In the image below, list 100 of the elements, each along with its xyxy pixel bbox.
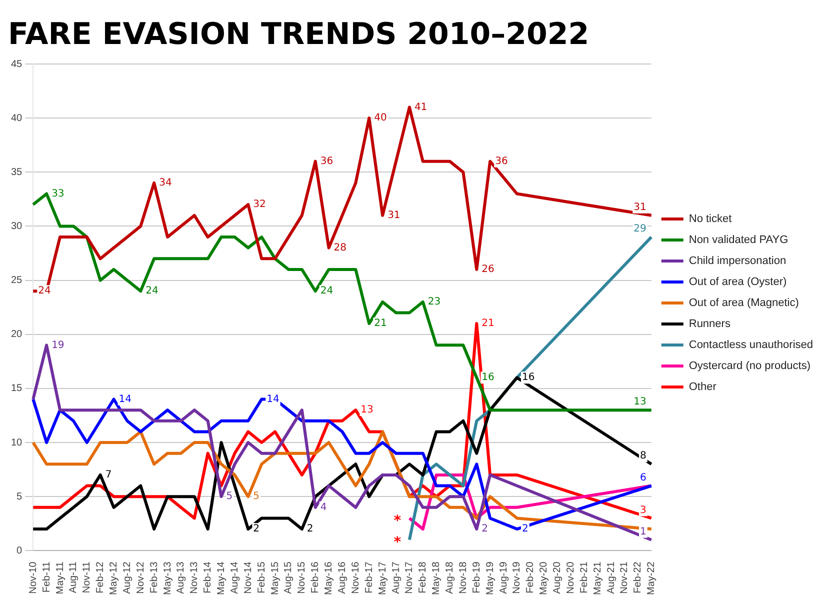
x-tick-label: Feb-12 <box>95 561 106 594</box>
x-tick-label: May-13 <box>162 561 174 596</box>
x-tick-label: Aug-15 <box>283 561 294 594</box>
legend-label: No ticket <box>688 213 732 226</box>
x-tick-label: Aug-18 <box>444 561 456 594</box>
data-label: 24 <box>320 286 334 297</box>
x-tick-label: Feb-22 <box>632 561 644 594</box>
data-label: 34 <box>159 178 172 189</box>
data-label: 23 <box>428 296 441 308</box>
x-tick-label: Aug-21 <box>606 561 617 594</box>
x-tick-label: May-21 <box>592 561 604 596</box>
x-tick-label: Nov-13 <box>189 561 200 594</box>
legend-label: Oystercard (no products) <box>688 360 811 372</box>
data-label: 3 <box>640 504 646 516</box>
x-tick-label: May-22 <box>646 561 658 596</box>
x-tick-label: May-15 <box>270 561 281 596</box>
y-tick-label: 25 <box>11 275 23 286</box>
data-label: 4 <box>320 502 327 513</box>
data-label: 24 <box>146 286 158 297</box>
y-tick-label: 0 <box>16 545 23 556</box>
data-label: 21 <box>374 318 387 330</box>
x-tick-label: Nov-18 <box>458 561 469 594</box>
x-tick-label: Feb-19 <box>471 561 482 594</box>
x-tick-label: Nov-21 <box>619 561 630 594</box>
data-label: 1 <box>640 526 646 538</box>
x-tick-label: Aug-16 <box>336 561 348 594</box>
data-label: 26 <box>482 264 494 276</box>
x-tick-label: Nov-10 <box>28 561 39 594</box>
y-tick-label: 40 <box>11 112 23 124</box>
data-label: 2 <box>253 524 260 535</box>
y-tick-label: 5 <box>16 491 23 502</box>
data-label: 40 <box>374 112 387 124</box>
data-label: 7 <box>105 470 112 481</box>
x-tick-label: Nov-20 <box>565 561 576 594</box>
x-tick-label: May-11 <box>54 561 66 594</box>
data-label: 2 <box>306 524 314 535</box>
y-tick-label: 30 <box>11 220 23 232</box>
x-tick-label: Feb-20 <box>525 561 536 594</box>
x-tick-label: Nov-16 <box>350 561 362 594</box>
x-tick-label: Feb-13 <box>148 561 160 594</box>
chart-title: FARE EVASION TRENDS 2010–2022 <box>8 16 590 52</box>
data-label: 21 <box>482 318 494 330</box>
data-label: 16 <box>482 372 494 384</box>
data-label: 19 <box>52 340 64 351</box>
x-tick-label: May-17 <box>377 561 388 596</box>
data-label: 24 <box>38 286 51 297</box>
x-tick-label: Feb-15 <box>256 561 268 594</box>
legend-label: Contactless unauthorised <box>688 339 814 352</box>
legend-label: Other <box>688 381 717 394</box>
data-label: 14 <box>118 394 132 405</box>
x-tick-label: Feb-16 <box>310 561 322 594</box>
x-tick-label: Aug-17 <box>390 561 402 594</box>
x-tick-label: May-20 <box>538 561 550 596</box>
legend-label: Child impersonation <box>688 255 786 268</box>
x-tick-label: Nov-17 <box>404 561 416 594</box>
data-label: 2 <box>482 524 488 535</box>
x-tick-label: May-14 <box>216 561 228 596</box>
y-tick-label: 35 <box>11 166 23 178</box>
data-label: 32 <box>253 199 266 210</box>
data-label: 16 <box>522 372 535 384</box>
data-label: 8 <box>640 450 646 462</box>
data-label: 33 <box>52 188 64 200</box>
data-label: 13 <box>634 396 646 408</box>
x-tick-label: Nov-19 <box>512 561 523 594</box>
data-label: 14 <box>266 394 280 405</box>
data-label: 29 <box>634 224 646 235</box>
data-label: 31 <box>388 210 400 221</box>
x-tick-label: Feb-17 <box>364 561 375 594</box>
x-tick-label: Aug-19 <box>498 561 510 594</box>
data-label: 36 <box>495 156 508 167</box>
x-tick-label: May-12 <box>108 561 120 596</box>
y-tick-label: 45 <box>11 58 23 70</box>
data-label: 31 <box>634 202 646 213</box>
legend-label: Out of area (Oyster) <box>688 276 787 288</box>
data-label: 36 <box>320 156 334 167</box>
x-tick-label: Aug-14 <box>229 561 240 594</box>
x-tick-label: Feb-21 <box>578 561 590 594</box>
data-label: 41 <box>414 102 428 113</box>
legend-label: Runners <box>688 318 731 330</box>
x-tick-label: Nov-15 <box>296 561 308 594</box>
x-tick-label: May-18 <box>431 561 442 596</box>
annotation: * <box>394 512 402 529</box>
y-tick-label: 15 <box>11 383 23 394</box>
x-tick-label: Aug-20 <box>552 561 564 594</box>
y-tick-label: 10 <box>11 437 23 448</box>
x-tick-label: Aug-13 <box>176 561 187 594</box>
y-tick-label: 20 <box>11 329 23 340</box>
data-label: 6 <box>640 472 646 484</box>
data-label: 2 <box>522 524 528 535</box>
legend-label: Out of area (Magnetic) <box>688 297 799 310</box>
annotation: * <box>394 534 402 550</box>
x-tick-label: Aug-11 <box>68 561 80 594</box>
data-label: 28 <box>334 242 347 254</box>
x-tick-label: Aug-12 <box>122 561 133 594</box>
data-label: 5 <box>253 491 260 502</box>
x-tick-label: Nov-14 <box>242 561 254 594</box>
x-tick-label: Nov-11 <box>82 561 93 594</box>
data-label: 13 <box>360 404 374 416</box>
x-tick-label: Feb-11 <box>41 561 52 593</box>
x-tick-label: Feb-14 <box>202 561 214 594</box>
